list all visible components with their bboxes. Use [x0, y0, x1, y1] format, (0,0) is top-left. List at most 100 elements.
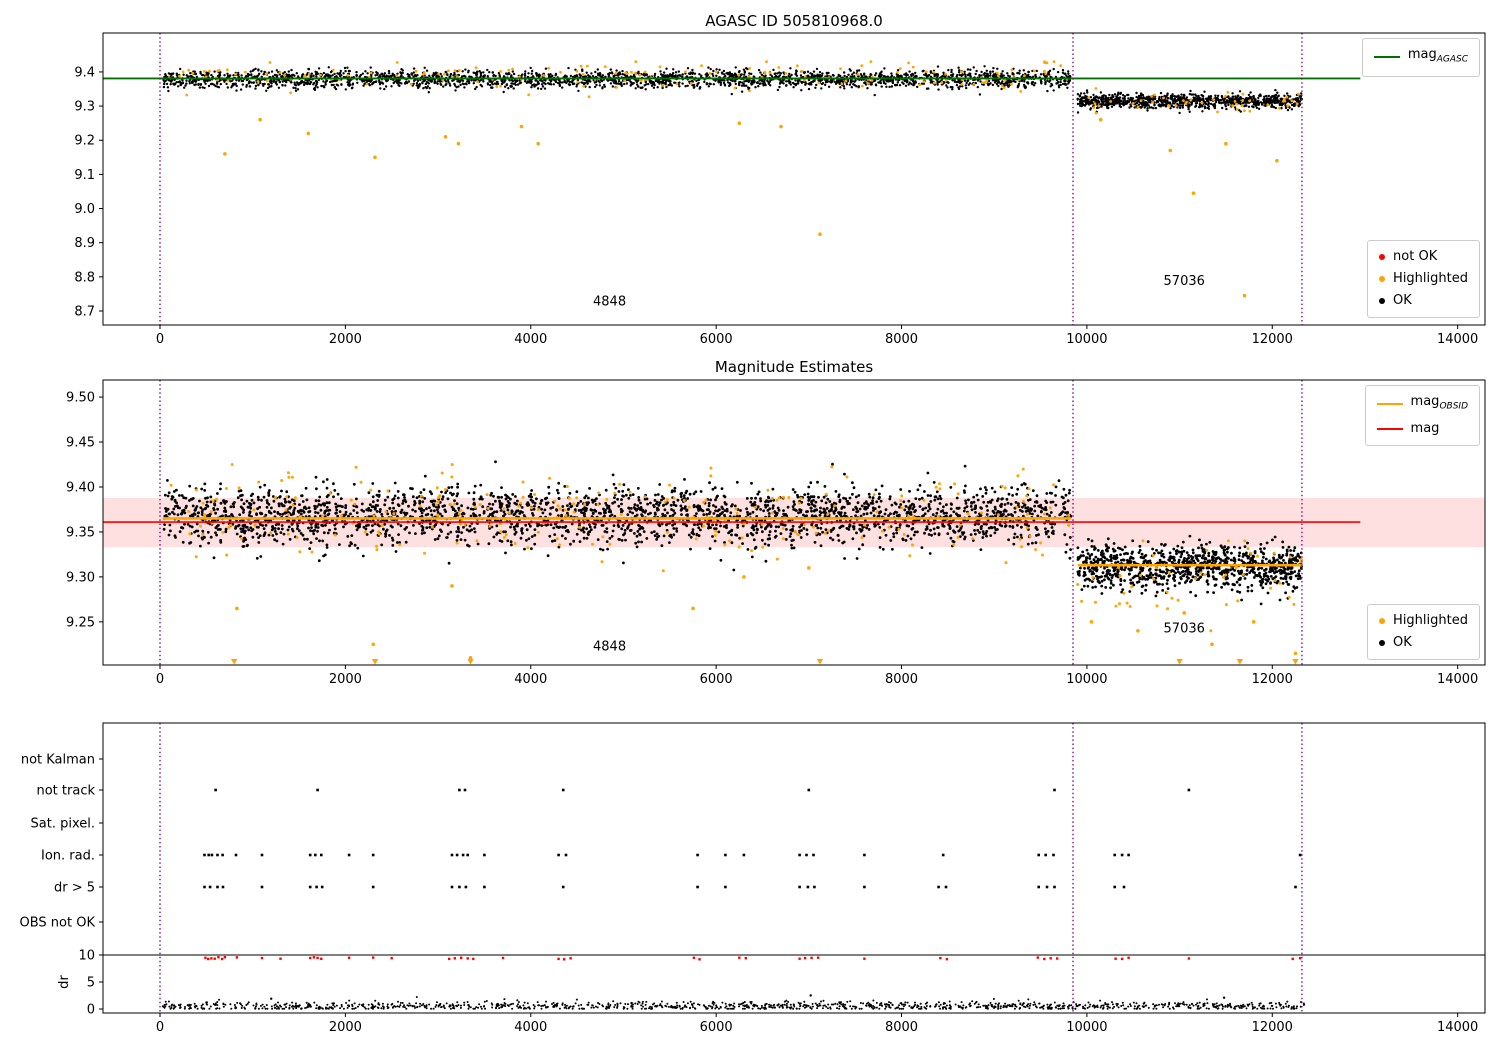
flag-points — [203, 885, 1297, 889]
outlier-point — [818, 232, 822, 236]
svg-text:8000: 8000 — [885, 332, 918, 347]
legend-item: Highlighted — [1379, 268, 1468, 290]
outlier-point — [258, 117, 262, 122]
outlier-point — [373, 155, 377, 160]
clipped-low-marker — [230, 659, 238, 665]
legend-line-swatch — [1376, 427, 1403, 430]
legend-dot-swatch — [1379, 276, 1386, 282]
svg-text:4000: 4000 — [514, 332, 547, 347]
legend-item: Highlighted — [1379, 610, 1468, 632]
scatter-points-highlighted — [1076, 539, 1303, 633]
outlier-point — [1242, 293, 1247, 298]
outlier-point — [1293, 651, 1298, 656]
legend-item: OK — [1379, 632, 1468, 654]
outlier-point — [450, 584, 454, 588]
legend-label: magAGASC — [1407, 47, 1468, 65]
clipped-low-marker — [1292, 659, 1299, 665]
outlier-point — [443, 135, 448, 139]
scatter-points-ok — [1076, 88, 1304, 115]
legend-line-swatch — [1373, 56, 1400, 59]
svg-text:6000: 6000 — [700, 332, 733, 347]
svg-text:9.3: 9.3 — [74, 100, 95, 115]
flag-row-label: OBS not OK — [20, 916, 96, 931]
legend-dot-swatch — [1379, 254, 1386, 260]
svg-text:9.0: 9.0 — [74, 202, 95, 217]
outlier-point — [371, 642, 376, 647]
svg-text:14000: 14000 — [1437, 332, 1478, 347]
obsid-annotation: 57036 — [1164, 622, 1205, 637]
legend-item: OK — [1379, 290, 1468, 312]
clipped-low-marker — [1176, 659, 1183, 665]
svg-text:9.1: 9.1 — [74, 168, 95, 183]
outlier-point — [742, 575, 746, 579]
dr-axis-label: dr — [57, 975, 72, 989]
legend-label: mag — [1410, 420, 1440, 436]
top-plot-title: AGASC ID 505810968.0 — [705, 12, 883, 30]
outlier-point — [519, 124, 524, 129]
outlier-point — [1136, 629, 1140, 633]
outlier-point — [1224, 141, 1228, 146]
svg-text:0: 0 — [156, 332, 164, 347]
legend-top-point-types: not OK Highlighted OK — [1367, 240, 1480, 318]
scatter-points-highlighted — [1087, 87, 1300, 115]
scatter-points-highlighted — [167, 60, 1069, 99]
legend-item: not OK — [1379, 246, 1468, 268]
legend-dot-swatch — [1379, 618, 1386, 624]
outlier-point — [1275, 158, 1279, 163]
clipped-low-marker — [1236, 659, 1244, 665]
outlier-point — [1089, 620, 1094, 624]
dr-clipped-red-points — [204, 956, 1302, 961]
legend-label: Highlighted — [1393, 613, 1468, 628]
outlier-point — [536, 141, 540, 146]
clipped-low-marker — [816, 659, 824, 665]
legend-line-swatch — [1376, 403, 1403, 406]
legend-mag-agasc: magAGASC — [1361, 38, 1480, 77]
outlier-point — [691, 606, 695, 611]
outlier-point — [1210, 642, 1214, 647]
flag-row-label: dr > 5 — [54, 881, 95, 896]
clipped-low-marker — [371, 659, 379, 665]
legend-item: magAGASC — [1373, 44, 1468, 71]
middle-plot-title: Magnitude Estimates — [714, 358, 874, 376]
svg-text:8.9: 8.9 — [74, 236, 95, 251]
outlier-point — [1099, 117, 1103, 122]
flag-points — [214, 788, 1191, 792]
flag-row-label: not track — [36, 784, 95, 799]
legend-dot-swatch — [1379, 298, 1386, 304]
outlier-point — [468, 656, 473, 660]
flag-row-label: Ion. rad. — [41, 849, 95, 864]
obsid-annotation: 57036 — [1164, 274, 1205, 289]
legend-item: magOBSID — [1376, 391, 1468, 418]
legend-label: Highlighted — [1393, 271, 1468, 286]
svg-text:9.2: 9.2 — [74, 134, 95, 149]
dr-baseline-points — [161, 994, 1305, 1010]
legend-dot-swatch — [1379, 640, 1386, 646]
outlier-point — [306, 131, 311, 136]
outlier-point — [456, 141, 461, 146]
legend-label: magOBSID — [1410, 394, 1468, 412]
legend-label: OK — [1393, 293, 1412, 308]
svg-text:8.7: 8.7 — [74, 304, 95, 319]
outlier-point — [1168, 148, 1173, 153]
svg-text:12000: 12000 — [1252, 332, 1293, 347]
svg-text:2000: 2000 — [329, 332, 362, 347]
legend-middle-point-types: Highlighted OK — [1367, 604, 1480, 660]
legend-mag-lines: magOBSID mag — [1364, 385, 1480, 446]
outlier-point — [1191, 191, 1196, 195]
outlier-point — [737, 121, 742, 125]
obsid-annotation: 4848 — [593, 295, 626, 310]
legend-label: not OK — [1393, 249, 1438, 264]
outlier-point — [235, 606, 239, 611]
outlier-point — [223, 152, 227, 156]
flag-row-label: not Kalman — [21, 753, 95, 768]
flag-row-label: Sat. pixel. — [31, 817, 95, 832]
obsid-annotation: 4848 — [593, 640, 626, 655]
svg-text:8.8: 8.8 — [74, 270, 95, 285]
clipped-low-marker — [467, 659, 474, 665]
svg-text:10000: 10000 — [1066, 332, 1107, 347]
outlier-point — [779, 124, 783, 129]
flag-points — [203, 853, 1302, 857]
svg-text:9.4: 9.4 — [74, 65, 95, 80]
